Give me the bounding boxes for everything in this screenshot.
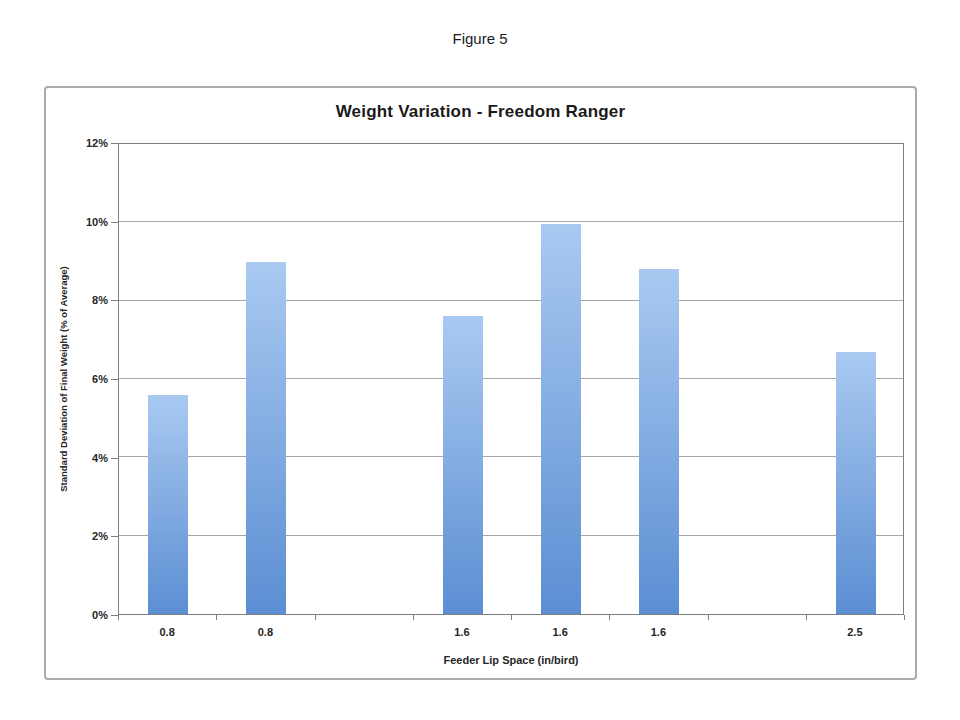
x-tick-mark bbox=[511, 615, 512, 620]
y-tick-label: 4% bbox=[46, 451, 108, 465]
x-tick-mark bbox=[216, 615, 217, 620]
bar bbox=[148, 395, 188, 614]
y-tick-label: 2% bbox=[46, 529, 108, 543]
bar bbox=[443, 316, 483, 614]
x-axis-title: Feeder Lip Space (in/bird) bbox=[118, 654, 904, 666]
y-tick-label: 8% bbox=[46, 293, 108, 307]
y-tick-mark bbox=[111, 222, 118, 223]
bar bbox=[836, 352, 876, 614]
page: Figure 5 Weight Variation - Freedom Rang… bbox=[0, 0, 960, 720]
gridline bbox=[119, 300, 903, 301]
y-tick-mark bbox=[111, 300, 118, 301]
y-tick-label: 0% bbox=[46, 608, 108, 622]
y-tick-mark bbox=[111, 536, 118, 537]
x-tick-mark bbox=[609, 615, 610, 620]
y-tick-mark bbox=[111, 379, 118, 380]
x-tick-mark bbox=[413, 615, 414, 620]
x-category-label: 0.8 bbox=[235, 625, 295, 640]
gridline bbox=[119, 456, 903, 457]
y-tick-label: 10% bbox=[46, 215, 108, 229]
gridline bbox=[119, 378, 903, 379]
x-category-label: 1.6 bbox=[530, 625, 590, 640]
figure-caption: Figure 5 bbox=[0, 30, 960, 47]
gridline bbox=[119, 221, 903, 222]
y-tick-label: 12% bbox=[46, 136, 108, 150]
bar bbox=[639, 269, 679, 614]
x-category-label: 0.8 bbox=[137, 625, 197, 640]
x-tick-mark bbox=[708, 615, 709, 620]
x-tick-mark bbox=[118, 615, 119, 620]
y-tick-mark bbox=[111, 143, 118, 144]
x-category-label: 1.6 bbox=[432, 625, 492, 640]
chart-title: Weight Variation - Freedom Ranger bbox=[46, 102, 915, 122]
x-category-label: 2.5 bbox=[825, 625, 885, 640]
bar bbox=[246, 262, 286, 615]
x-category-label: 1.6 bbox=[628, 625, 688, 640]
x-tick-mark bbox=[806, 615, 807, 620]
plot-area bbox=[118, 143, 904, 615]
chart-container: Weight Variation - Freedom Ranger Standa… bbox=[44, 86, 917, 680]
gridline bbox=[119, 535, 903, 536]
y-tick-mark bbox=[111, 615, 118, 616]
x-tick-mark bbox=[315, 615, 316, 620]
y-tick-label: 6% bbox=[46, 372, 108, 386]
x-tick-mark bbox=[904, 615, 905, 620]
bar bbox=[541, 224, 581, 614]
y-tick-mark bbox=[111, 458, 118, 459]
